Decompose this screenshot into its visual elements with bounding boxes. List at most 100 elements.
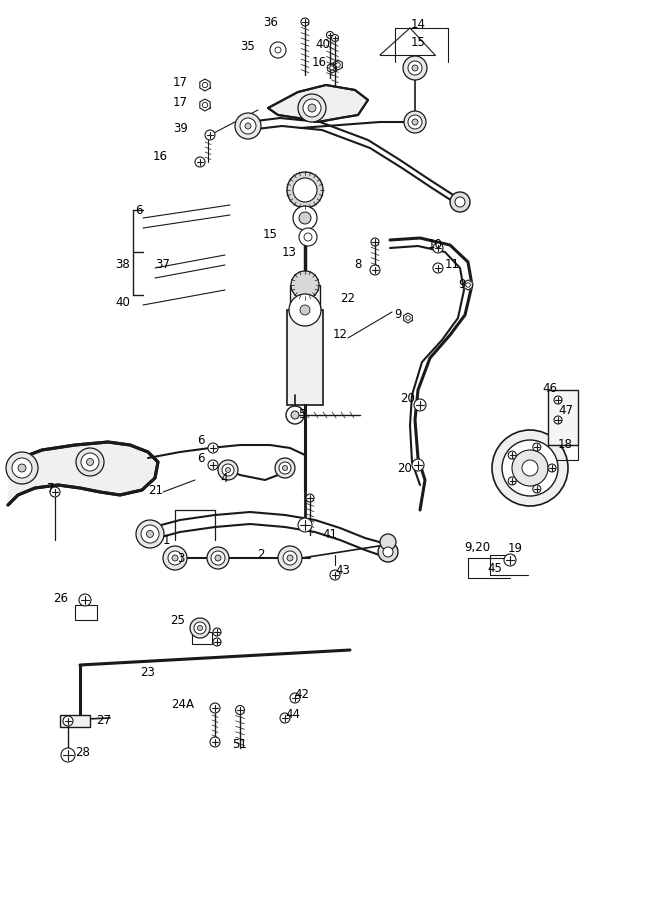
Circle shape — [336, 63, 340, 68]
Circle shape — [270, 42, 286, 58]
Circle shape — [291, 271, 319, 299]
Circle shape — [6, 452, 38, 484]
Circle shape — [190, 618, 210, 638]
Text: 8: 8 — [355, 258, 362, 272]
Circle shape — [403, 56, 427, 80]
Text: 39: 39 — [173, 122, 188, 134]
Text: 35: 35 — [240, 40, 255, 52]
Text: 19: 19 — [508, 542, 523, 554]
Circle shape — [278, 546, 302, 570]
Bar — [290, 285, 320, 365]
Circle shape — [146, 530, 154, 537]
Text: 21: 21 — [148, 483, 163, 497]
Circle shape — [383, 547, 393, 557]
Circle shape — [548, 464, 556, 472]
Circle shape — [198, 626, 202, 631]
Circle shape — [275, 47, 281, 53]
Polygon shape — [268, 85, 368, 122]
Text: 51: 51 — [232, 739, 247, 752]
Text: 9: 9 — [395, 309, 402, 321]
Circle shape — [61, 748, 75, 762]
Circle shape — [290, 693, 300, 703]
Circle shape — [79, 594, 91, 606]
Text: 7: 7 — [47, 482, 54, 494]
Circle shape — [298, 518, 312, 532]
Bar — [548, 445, 578, 460]
Circle shape — [408, 61, 422, 75]
Polygon shape — [200, 99, 210, 111]
Circle shape — [210, 737, 220, 747]
Bar — [548, 390, 578, 445]
Circle shape — [195, 157, 205, 167]
Circle shape — [275, 458, 295, 478]
Circle shape — [405, 316, 410, 320]
Circle shape — [226, 467, 230, 472]
Bar — [60, 715, 90, 727]
Polygon shape — [334, 60, 342, 70]
Circle shape — [508, 451, 516, 459]
Text: 22: 22 — [340, 292, 355, 304]
Circle shape — [300, 305, 310, 315]
Text: 16: 16 — [312, 56, 327, 68]
Text: 17: 17 — [173, 76, 188, 88]
Text: 18: 18 — [558, 438, 573, 452]
Text: 45: 45 — [488, 562, 502, 574]
Circle shape — [408, 115, 422, 129]
Bar — [287, 310, 323, 405]
Circle shape — [208, 460, 218, 470]
Circle shape — [81, 453, 99, 471]
Circle shape — [304, 233, 312, 241]
Text: 6: 6 — [198, 434, 205, 446]
Circle shape — [235, 113, 261, 139]
Circle shape — [286, 406, 304, 424]
Text: 44: 44 — [285, 708, 300, 722]
Circle shape — [18, 464, 26, 472]
Circle shape — [222, 464, 234, 476]
Circle shape — [299, 228, 317, 246]
Text: 14: 14 — [411, 19, 426, 32]
Circle shape — [215, 555, 221, 561]
Text: 16: 16 — [153, 150, 168, 164]
Circle shape — [172, 555, 178, 561]
Polygon shape — [200, 79, 210, 91]
Text: 41: 41 — [322, 528, 337, 542]
Circle shape — [291, 411, 299, 419]
Bar — [192, 632, 212, 644]
Text: 47: 47 — [558, 403, 573, 417]
Circle shape — [380, 534, 396, 550]
Circle shape — [294, 299, 316, 321]
Text: 1: 1 — [162, 534, 170, 546]
Circle shape — [455, 197, 465, 207]
Text: 11: 11 — [445, 257, 460, 271]
Circle shape — [207, 547, 229, 569]
Circle shape — [303, 99, 321, 117]
Circle shape — [63, 716, 73, 726]
Text: 5: 5 — [298, 409, 305, 421]
Text: 3: 3 — [178, 552, 185, 564]
Polygon shape — [464, 280, 472, 290]
Circle shape — [502, 440, 558, 496]
Circle shape — [301, 18, 309, 26]
Circle shape — [218, 460, 238, 480]
Text: 36: 36 — [263, 15, 278, 29]
Text: 26: 26 — [53, 591, 68, 605]
Circle shape — [287, 555, 293, 561]
Circle shape — [287, 172, 323, 208]
Circle shape — [289, 294, 321, 326]
Circle shape — [86, 458, 94, 465]
Circle shape — [299, 212, 311, 224]
Circle shape — [50, 487, 60, 497]
Circle shape — [370, 265, 380, 275]
Circle shape — [327, 32, 333, 39]
Circle shape — [213, 628, 221, 636]
Circle shape — [504, 554, 516, 566]
Circle shape — [554, 416, 562, 424]
Circle shape — [433, 263, 443, 273]
Text: 38: 38 — [116, 258, 130, 272]
Circle shape — [371, 238, 379, 246]
Circle shape — [141, 525, 159, 543]
Circle shape — [330, 66, 334, 70]
Text: 12: 12 — [333, 328, 348, 341]
Circle shape — [308, 104, 316, 112]
Text: 25: 25 — [170, 614, 185, 626]
